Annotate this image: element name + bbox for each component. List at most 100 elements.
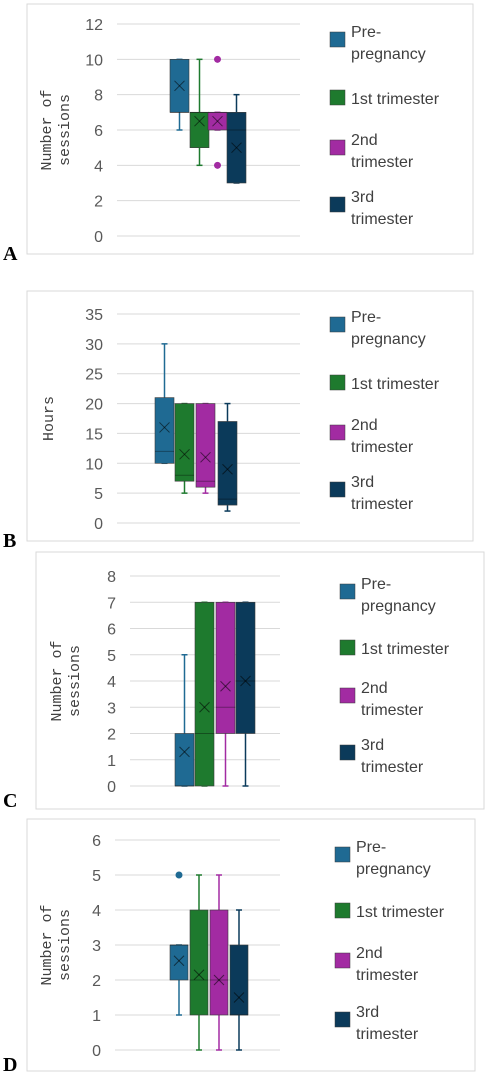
y-tick-label: 4 [94, 158, 103, 175]
legend-swatch [329, 481, 346, 498]
legend-item-pre-pregnancy: Pre-pregnancy [339, 576, 436, 615]
y-tick-label: 20 [85, 397, 103, 414]
legend-label: 3rd [361, 737, 384, 754]
box-iqr [169, 944, 189, 981]
box-2nd-trimester [209, 874, 229, 1051]
legend-item-1st-trimester: 1st trimester [334, 902, 445, 921]
y-tick-label: 12 [85, 17, 103, 34]
legend-label: Pre- [351, 309, 381, 326]
box-pre-pregnancy [169, 58, 190, 131]
box-iqr [174, 733, 195, 787]
box-iqr [209, 909, 229, 1016]
mean-marker [213, 974, 225, 986]
legend-label-line2: trimester [361, 702, 424, 719]
legend-label-line2: trimester [356, 967, 419, 984]
box-iqr [235, 601, 256, 734]
y-tick-label: 0 [94, 516, 103, 533]
legend-item-3rd-trimester: 3rd trimester [334, 1004, 419, 1043]
mean-marker [220, 680, 231, 692]
mean-marker [240, 675, 251, 687]
mean-marker [173, 955, 185, 967]
legend-label: 2nd [356, 945, 383, 962]
y-tick-label: 30 [85, 337, 103, 354]
box-1st-trimester [189, 874, 209, 1051]
legend-label: 1st trimester [351, 376, 440, 393]
panel-label: C [3, 790, 17, 812]
legend-label: Pre- [351, 24, 381, 41]
y-tick-label: 6 [92, 833, 101, 850]
y-axis-label: Hours [41, 396, 58, 441]
box-pre-pregnancy [174, 654, 195, 787]
legend-item-3rd-trimester: 3rd trimester [329, 474, 414, 513]
legend-item-1st-trimester: 1st trimester [339, 639, 450, 658]
legend-item-1st-trimester: 1st trimester [329, 374, 440, 393]
legend-label-line2: trimester [351, 496, 414, 513]
y-tick-label: 7 [107, 595, 116, 612]
box-2nd-trimester [215, 601, 236, 787]
y-tick-label: 2 [92, 973, 101, 990]
legend-swatch [339, 744, 356, 761]
y-axis-label: Number ofsessions [49, 640, 84, 721]
legend-swatch [329, 31, 346, 48]
chart-svg: 0 1 2 3 4 5 6 7 8 Number ofsessions Pre-pregnancy 1… [3, 551, 485, 812]
y-tick-label: 0 [92, 1043, 101, 1060]
legend-label-line2: trimester [356, 1026, 419, 1043]
legend-item-2nd-trimester: 2nd trimester [339, 680, 424, 719]
mean-marker [174, 80, 185, 92]
legend-label-line2: pregnancy [351, 331, 426, 348]
box-2nd-trimester [195, 402, 216, 494]
legend-item-pre-pregnancy: Pre-pregnancy [334, 839, 431, 878]
mean-marker [159, 422, 170, 433]
legend-swatch [334, 902, 351, 919]
legend-swatch [329, 196, 346, 213]
y-tick-label: 1 [92, 1008, 101, 1025]
y-tick-label: 4 [92, 903, 101, 920]
chart-svg: 0 5 10 15 20 25 30 35 Hours Pre-pregnancy 1st trim… [3, 290, 474, 552]
legend-label-line2: pregnancy [361, 598, 436, 615]
legend-label-line2: trimester [351, 439, 414, 456]
y-tick-label: 6 [107, 622, 116, 639]
legend-item-3rd-trimester: 3rd trimester [339, 737, 424, 776]
legend-swatch [334, 846, 351, 863]
chart-svg: 0 2 4 6 8 10 12 Number ofsessions Pre-pregnancy 1… [3, 3, 474, 265]
legend-swatch [329, 89, 346, 106]
panel-label: B [3, 530, 16, 552]
chart-panel-c: 0 1 2 3 4 5 6 7 8 Number ofsessions Pre-pregnancy 1… [0, 548, 487, 812]
outlier-point [214, 161, 221, 169]
y-tick-label: 0 [94, 229, 103, 246]
y-tick-label: 35 [85, 307, 103, 324]
legend-label: 2nd [361, 680, 388, 697]
legend-swatch [334, 1011, 351, 1028]
legend-item-2nd-trimester: 2nd trimester [329, 132, 414, 171]
legend-label-line2: pregnancy [351, 46, 426, 63]
chart-panel-d: 0 1 2 3 4 5 6 Number ofsessions Pre-pregnancy 1st… [0, 815, 487, 1076]
legend-item-pre-pregnancy: Pre-pregnancy [329, 309, 426, 348]
box-1st-trimester [194, 601, 215, 787]
box-3rd-trimester [229, 909, 249, 1051]
box-3rd-trimester [217, 402, 238, 512]
box-iqr [189, 112, 210, 148]
legend-label: 1st trimester [361, 641, 450, 658]
box-iqr [189, 909, 209, 1016]
mean-marker [200, 451, 211, 463]
legend-label: 3rd [351, 189, 374, 206]
mean-marker [179, 746, 190, 758]
legend-swatch [329, 374, 346, 391]
box-iqr [194, 601, 215, 787]
y-tick-label: 10 [85, 456, 103, 473]
box-3rd-trimester [235, 601, 256, 787]
y-tick-label: 10 [85, 52, 103, 69]
y-tick-label: 8 [107, 569, 116, 586]
chart-panel-b: 0 5 10 15 20 25 30 35 Hours Pre-pregnancy 1st trim… [0, 285, 487, 552]
y-tick-label: 5 [92, 868, 101, 885]
y-tick-label: 3 [92, 938, 101, 955]
chart-panel-a: 0 2 4 6 8 10 12 Number ofsessions Pre-pregnancy 1… [0, 0, 487, 265]
outlier-point [175, 871, 183, 879]
outlier-point [214, 55, 221, 63]
legend-label-line2: pregnancy [356, 861, 431, 878]
y-tick-label: 3 [107, 700, 116, 717]
y-tick-label: 2 [94, 194, 103, 211]
mean-marker [233, 992, 245, 1003]
